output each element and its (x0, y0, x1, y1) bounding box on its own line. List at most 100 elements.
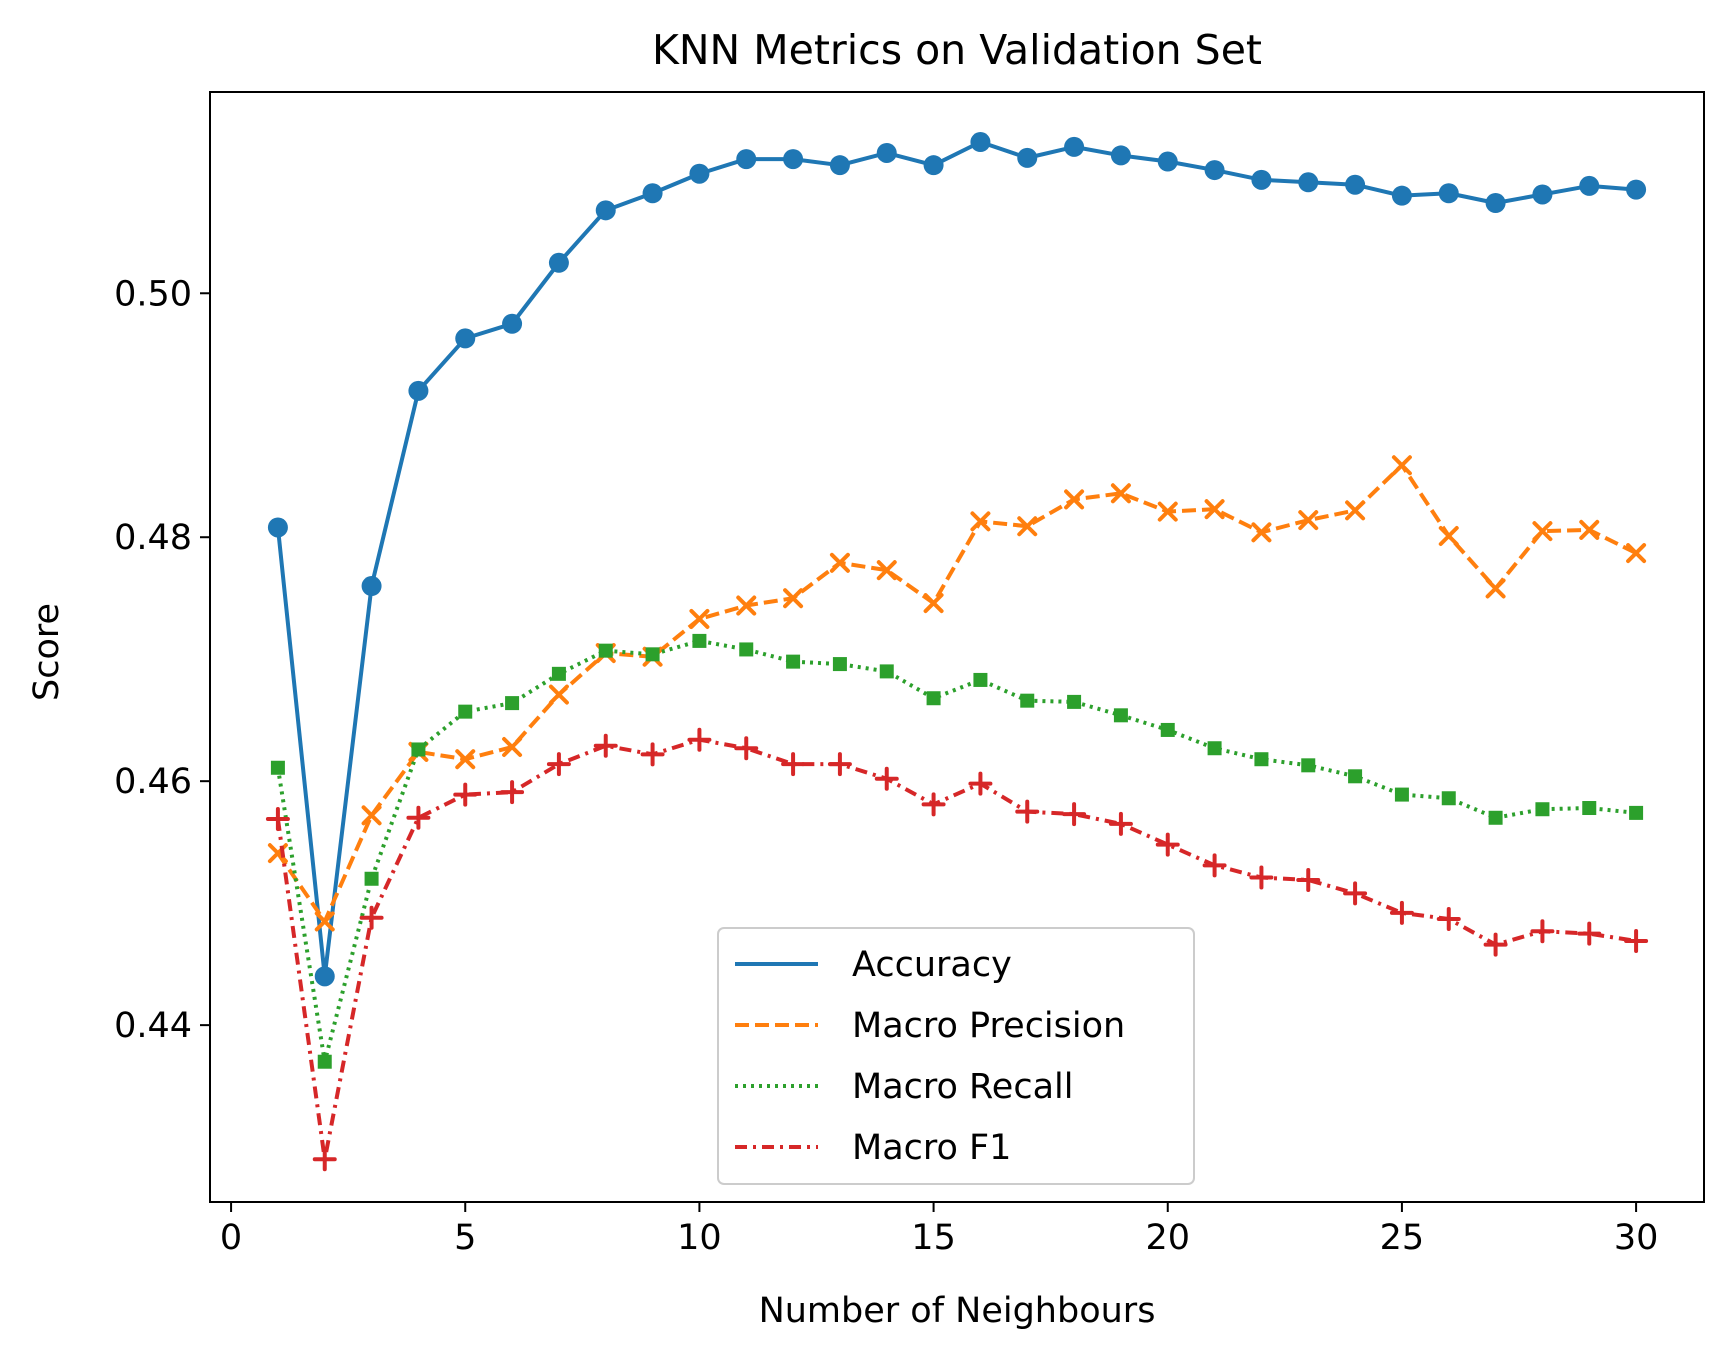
data-point-macro-f1 (968, 771, 993, 796)
y-tick-label: 0.50 (114, 274, 192, 314)
data-point-macro-recall (598, 643, 613, 658)
data-point-accuracy (1485, 193, 1506, 213)
data-point-macro-recall (1207, 741, 1222, 756)
series-accuracy (267, 132, 1647, 987)
data-point-macro-f1 (1389, 900, 1414, 925)
series-macro-recall (270, 633, 1644, 1069)
data-point-accuracy (689, 163, 710, 184)
data-point-macro-recall (1582, 801, 1597, 816)
data-point-macro-recall (926, 691, 941, 706)
data-point-accuracy (1017, 147, 1038, 168)
y-axis-label: Score (27, 603, 67, 701)
legend-label-macro-recall: Macro Recall (852, 1067, 1073, 1107)
data-point-macro-recall (364, 871, 379, 886)
data-point-macro-f1 (1108, 811, 1133, 836)
x-tick-label: 30 (1614, 1218, 1659, 1258)
data-point-accuracy (783, 149, 804, 170)
series-line-macro-precision (276, 463, 1637, 924)
data-point-macro-precision (736, 595, 757, 616)
data-point-accuracy (1251, 169, 1272, 190)
x-tick-label: 25 (1380, 1218, 1425, 1258)
data-point-macro-f1 (453, 782, 478, 807)
data-point-macro-f1 (1202, 853, 1227, 878)
data-point-accuracy (876, 142, 897, 163)
data-point-accuracy (502, 313, 523, 334)
data-point-macro-recall (1394, 787, 1409, 802)
data-point-macro-precision (970, 511, 991, 532)
legend: Accuracy Macro Precision Macro Recall Macro… (717, 927, 1195, 1185)
data-point-macro-f1 (1624, 928, 1649, 953)
data-point-macro-recall (458, 704, 473, 719)
data-point-macro-f1 (1436, 907, 1461, 932)
data-point-macro-precision (1157, 501, 1178, 522)
data-point-macro-recall (317, 1054, 332, 1069)
x-tick-label: 15 (911, 1218, 956, 1258)
data-point-macro-f1 (874, 766, 899, 791)
data-point-macro-precision (829, 552, 850, 573)
data-point-accuracy (1532, 184, 1553, 205)
data-point-macro-recall (411, 742, 426, 757)
x-tick-label: 10 (677, 1218, 722, 1258)
data-point-macro-f1 (546, 752, 571, 777)
data-point-accuracy (1626, 179, 1647, 200)
data-point-macro-precision (1532, 521, 1553, 542)
data-point-accuracy (1064, 136, 1085, 157)
y-tick-label: 0.44 (114, 1006, 192, 1046)
data-point-macro-recall (1488, 810, 1503, 825)
data-point-macro-precision (314, 911, 335, 932)
data-point-macro-f1 (1577, 921, 1602, 946)
data-point-accuracy (548, 252, 569, 273)
data-point-macro-recall (1629, 805, 1644, 820)
data-point-accuracy (642, 183, 663, 204)
data-point-macro-f1 (827, 752, 852, 777)
data-point-accuracy (970, 132, 991, 153)
series-macro-precision (267, 455, 1647, 932)
data-point-macro-recall (505, 696, 520, 711)
legend-label-macro-f1: Macro F1 (852, 1128, 1011, 1168)
data-point-accuracy (1345, 174, 1366, 195)
data-point-accuracy (1579, 175, 1600, 196)
data-point-accuracy (1204, 160, 1225, 181)
data-point-macro-precision (876, 560, 897, 581)
data-point-macro-f1 (1483, 932, 1508, 957)
chart-title: KNN Metrics on Validation Set (652, 26, 1262, 74)
data-point-accuracy (923, 155, 944, 176)
data-point-macro-precision (1438, 526, 1459, 546)
data-point-macro-recall (1301, 758, 1316, 773)
data-point-macro-precision (1064, 489, 1085, 510)
x-axis-label: Number of Neighbours (759, 1291, 1156, 1331)
data-point-macro-f1 (359, 905, 384, 930)
data-point-accuracy (736, 149, 757, 170)
data-point-macro-f1 (1296, 867, 1321, 892)
data-point-macro-precision (689, 608, 710, 629)
data-point-macro-recall (1441, 791, 1456, 806)
data-point-macro-recall (551, 666, 566, 681)
data-point-accuracy (267, 517, 288, 538)
data-point-macro-f1 (640, 742, 665, 767)
x-tick-label: 20 (1145, 1218, 1190, 1258)
data-point-macro-precision (1298, 510, 1319, 531)
data-point-macro-f1 (734, 736, 759, 761)
data-point-accuracy (1157, 151, 1178, 172)
data-point-accuracy (1438, 183, 1459, 204)
data-point-macro-recall (739, 642, 754, 657)
data-point-macro-recall (1067, 694, 1082, 709)
data-point-macro-recall (973, 672, 988, 687)
data-point-accuracy (829, 155, 850, 176)
data-point-macro-precision (1579, 519, 1600, 540)
legend-label-accuracy: Accuracy (852, 945, 1012, 985)
data-point-macro-precision (1017, 516, 1038, 537)
data-point-macro-recall (879, 664, 894, 679)
data-point-macro-f1 (781, 752, 806, 777)
data-point-macro-recall (1348, 769, 1363, 784)
data-point-macro-precision (455, 749, 476, 770)
data-point-macro-f1 (1015, 799, 1040, 824)
data-point-macro-precision (1251, 522, 1272, 543)
data-point-macro-f1 (312, 1147, 337, 1172)
data-point-macro-recall (832, 657, 847, 672)
data-point-macro-precision (502, 737, 523, 758)
data-point-macro-precision (1204, 499, 1225, 520)
data-point-macro-recall (692, 633, 707, 648)
data-point-macro-recall (1113, 708, 1128, 723)
